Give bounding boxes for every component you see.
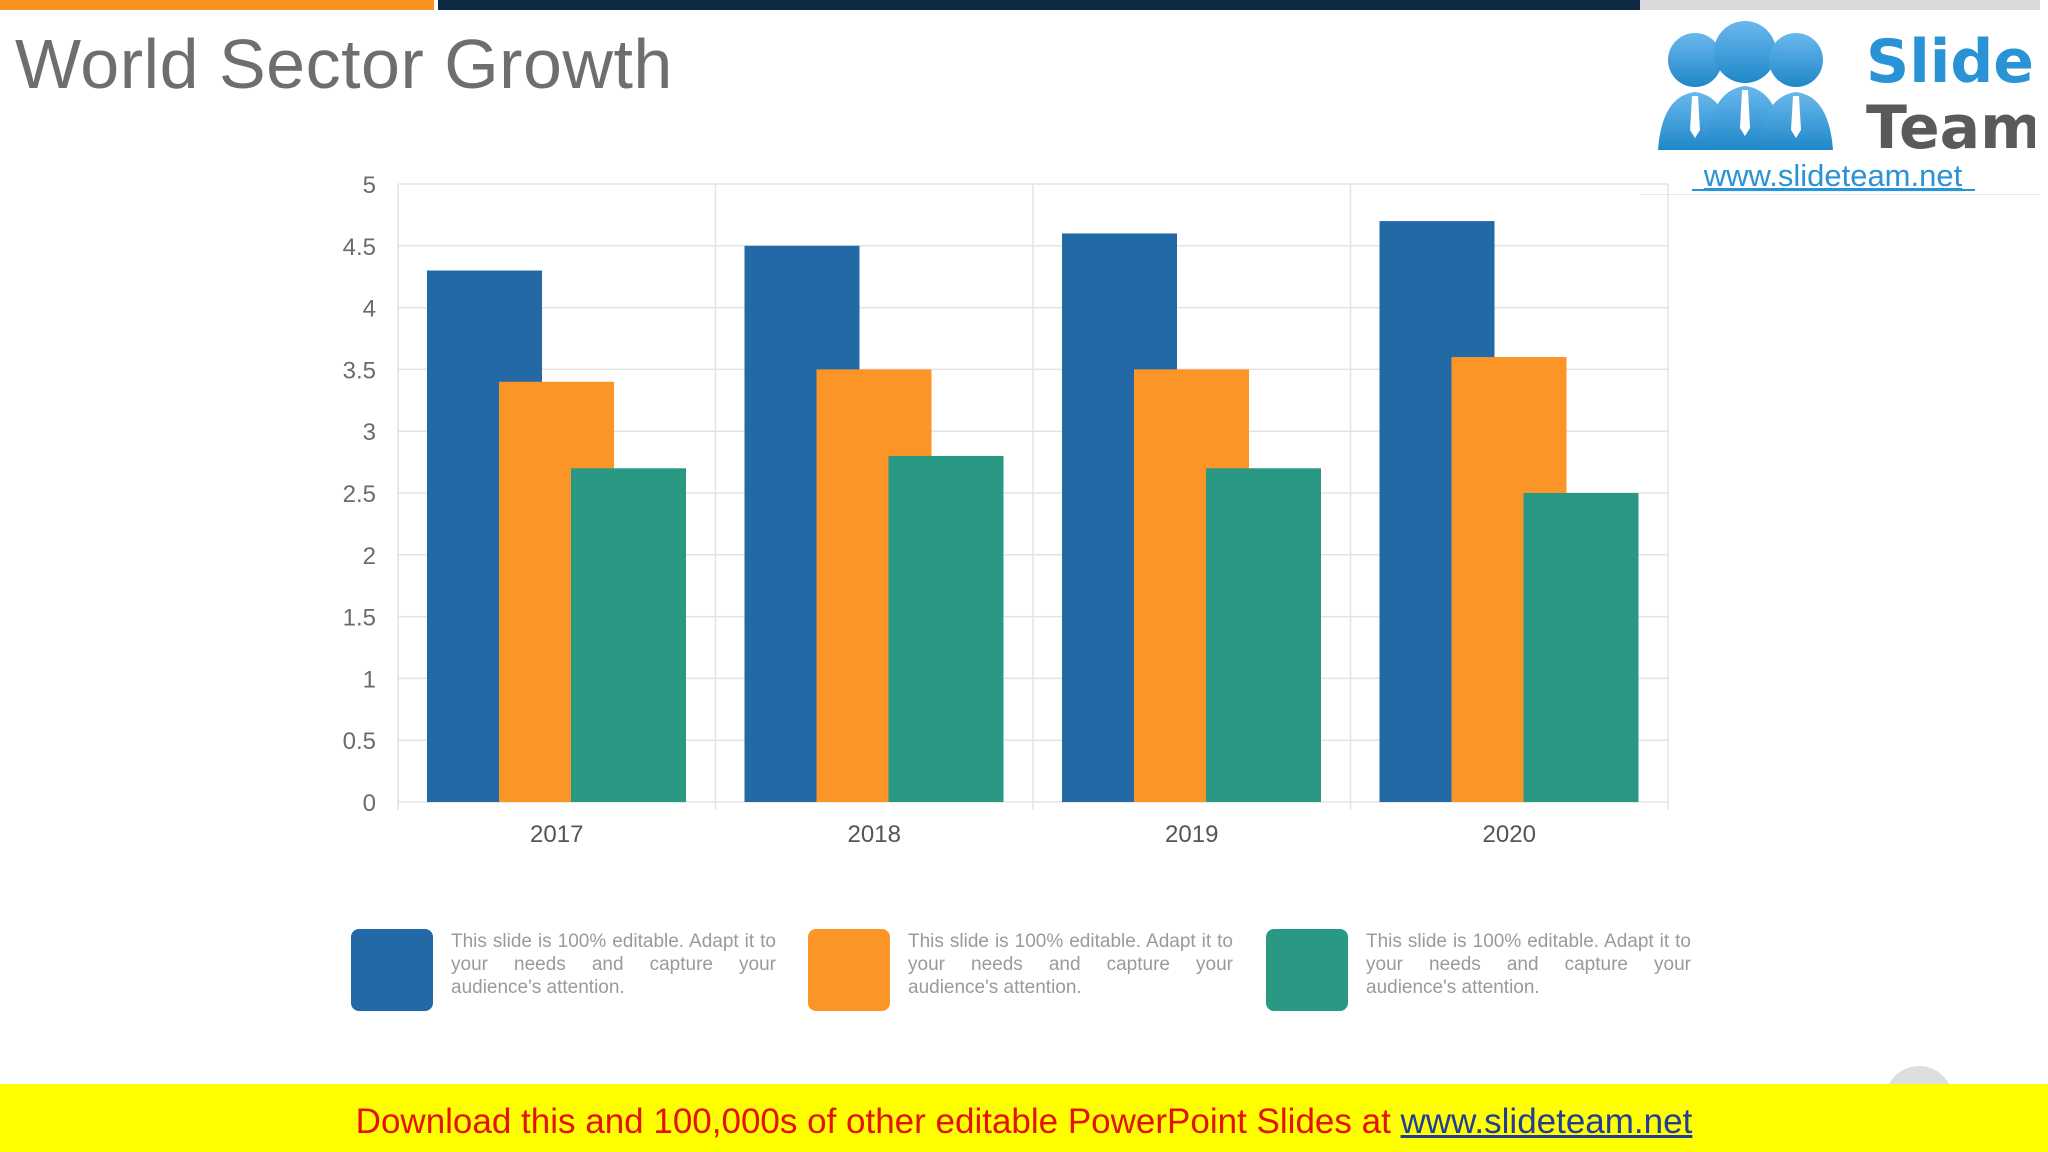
y-tick-label: 5 (363, 172, 376, 199)
top-accent-bar-navy (438, 0, 1640, 10)
people-icon (1658, 21, 1833, 150)
banner-message: Download this and 100,000s of other edit… (355, 1102, 1401, 1141)
download-banner: Download this and 100,000s of other edit… (0, 1084, 2048, 1152)
y-tick-label: 3.5 (343, 357, 376, 384)
y-tick-label: 0.5 (343, 728, 376, 755)
top-accent-bar-grey (1640, 0, 2040, 10)
logo-word-team: Team (1866, 93, 2035, 163)
y-tick-label: 4 (363, 296, 376, 323)
legend-text: This slide is 100% editable. Adapt it to… (451, 931, 776, 998)
logo-divider (1640, 194, 2040, 195)
x-tick-label: 2017 (530, 821, 583, 848)
y-tick-label: 1 (363, 666, 376, 693)
legend-text: This slide is 100% editable. Adapt it to… (908, 931, 1233, 998)
y-tick-label: 1.5 (343, 605, 376, 632)
slide-title: World Sector Growth (15, 25, 673, 103)
top-accent-bar-orange (0, 0, 434, 10)
x-tick-label: 2018 (848, 821, 901, 848)
bar-2019-series3 (1206, 468, 1321, 802)
slideteam-logo[interactable]: Slide Team www.slideteam.net (1640, 10, 2035, 196)
y-tick-label: 2.5 (343, 481, 376, 508)
logo-url[interactable]: www.slideteam.net (1703, 158, 1963, 193)
logo-word-slide: Slide (1866, 27, 2034, 97)
legend-text: This slide is 100% editable. Adapt it to… (1366, 931, 1691, 998)
bar-2017-series3 (571, 468, 686, 802)
y-axis-labels: 0 0.5 1 1.5 2 2.5 3 3.5 4 4.5 5 (343, 172, 376, 817)
bar-chart: 0 0.5 1 1.5 2 2.5 3 3.5 4 4.5 5 2017 2018 2019 2020 (343, 172, 1669, 848)
y-tick-label: 3 (363, 419, 376, 446)
x-tick-label: 2020 (1483, 821, 1536, 848)
banner-link[interactable]: www.slideteam.net (1400, 1102, 1693, 1141)
y-tick-label: 4.5 (343, 234, 376, 261)
legend-swatch-orange (808, 929, 890, 1011)
y-tick-label: 0 (363, 790, 376, 817)
legend-swatch-teal (1266, 929, 1348, 1011)
legend-swatch-blue (351, 929, 433, 1011)
x-tick-label: 2019 (1165, 821, 1218, 848)
bar-2018-series3 (888, 455, 1004, 802)
x-axis-labels: 2017 2018 2019 2020 (530, 821, 1536, 848)
y-tick-label: 2 (363, 543, 376, 570)
chart-bars (427, 221, 1639, 803)
download-banner-text: Download this and 100,000s of other edit… (0, 1102, 2048, 1142)
bar-2020-series3 (1523, 493, 1639, 802)
